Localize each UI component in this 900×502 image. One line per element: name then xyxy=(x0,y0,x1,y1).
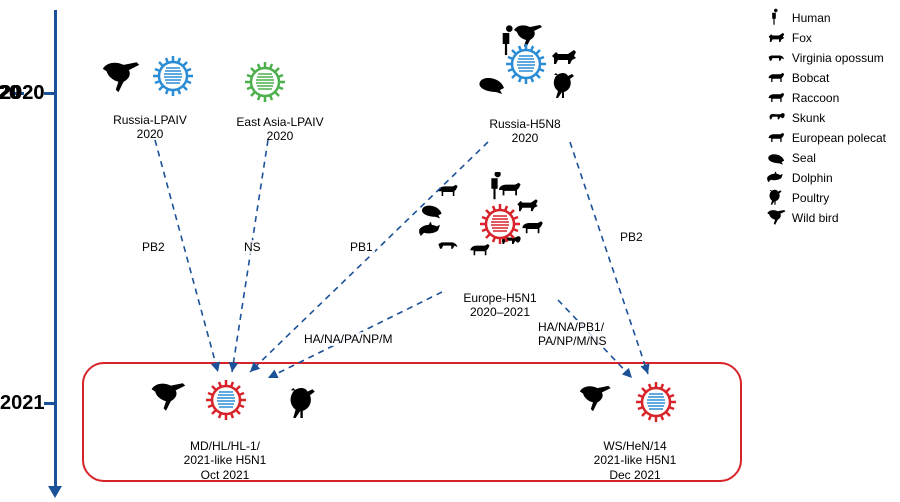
legend-label: Fox xyxy=(792,31,812,45)
legend-row-wildbird: Wild bird xyxy=(764,208,886,228)
node-label: MD/HL/HL-1/ 2021-like H5N1 Oct 2021 xyxy=(130,439,320,482)
dolphin-icon xyxy=(764,169,792,187)
eastasia-graphic xyxy=(225,58,335,106)
legend-label: European polecat xyxy=(792,131,886,145)
seal-icon xyxy=(764,149,792,167)
bobcat-icon xyxy=(764,69,792,87)
europe-h5n1-graphic xyxy=(400,172,600,282)
edge-label-ns: NS xyxy=(242,240,263,254)
label-line: Europe-H5N1 xyxy=(400,291,600,305)
legend-label: Bobcat xyxy=(792,71,829,85)
year-2021: 2021 xyxy=(0,392,45,415)
legend-row-skunk: Skunk xyxy=(764,108,886,128)
legend-label: Skunk xyxy=(792,111,825,125)
legend-row-opossum: Virginia opossum xyxy=(764,48,886,68)
legend: Human Fox Virginia opossum Bobcat Raccoo… xyxy=(764,8,886,228)
label-line: Dec 2021 xyxy=(560,468,710,482)
label-line: Russia-H5N8 xyxy=(440,117,610,131)
legend-label: Human xyxy=(792,11,831,25)
label-line: East Asia-LPAIV xyxy=(225,115,335,129)
poultry-icon xyxy=(764,188,792,208)
skunk-icon xyxy=(764,109,792,127)
edge-label-hana-right-l2: PA/NP/M/NS xyxy=(536,334,608,348)
node-label: East Asia-LPAIV 2020 xyxy=(225,115,335,144)
label-line: WS/HeN/14 xyxy=(560,439,710,453)
label-line: 2020 xyxy=(95,127,205,141)
edge-label-pb2-right: PB2 xyxy=(618,230,645,244)
timeline-axis xyxy=(54,10,57,490)
opossum-icon xyxy=(764,49,792,67)
legend-row-poultry: Poultry xyxy=(764,188,886,208)
raccoon-icon xyxy=(764,89,792,107)
legend-row-bobcat: Bobcat xyxy=(764,68,886,88)
edge-label-pb1: PB1 xyxy=(348,240,375,254)
node-label: WS/HeN/14 2021-like H5N1 Dec 2021 xyxy=(560,439,710,482)
node-europe-h5n1: Europe-H5N1 2020–2021 xyxy=(400,172,600,320)
node-md-hl: MD/HL/HL-1/ 2021-like H5N1 Oct 2021 xyxy=(130,370,320,482)
label-line: Oct 2021 xyxy=(130,468,320,482)
legend-row-seal: Seal xyxy=(764,148,886,168)
legend-row-raccoon: Raccoon xyxy=(764,88,886,108)
edge-ns xyxy=(232,140,268,372)
node-label: Russia-LPAIV 2020 xyxy=(95,113,205,142)
node-eastasia-lpaiv: East Asia-LPAIV 2020 xyxy=(225,58,335,144)
year-2020: 2020 xyxy=(0,82,45,105)
label-line: 2020–2021 xyxy=(400,305,600,319)
edge-label-pb2-left: PB2 xyxy=(140,240,167,254)
node-label: Russia-H5N8 2020 xyxy=(440,117,610,146)
legend-row-dolphin: Dolphin xyxy=(764,168,886,188)
fox-icon xyxy=(764,29,792,47)
md-hl-graphic xyxy=(130,370,320,430)
legend-label: Seal xyxy=(792,151,816,165)
tick-2021 xyxy=(44,402,54,405)
label-line: 2021-like H5N1 xyxy=(560,453,710,467)
label-line: Russia-LPAIV xyxy=(95,113,205,127)
legend-row-fox: Fox xyxy=(764,28,886,48)
tick-2020 xyxy=(44,92,54,95)
edge-label-hana-right-l1: HA/NA/PB1/ xyxy=(536,320,606,334)
legend-row-polecat: European polecat xyxy=(764,128,886,148)
ws-hen-graphic xyxy=(560,376,710,430)
polecat-icon xyxy=(764,129,792,147)
legend-label: Virginia opossum xyxy=(792,51,884,65)
node-russia-h5n8: Russia-H5N8 2020 xyxy=(440,22,610,146)
label-line: MD/HL/HL-1/ xyxy=(130,439,320,453)
legend-label: Poultry xyxy=(792,191,829,205)
human-icon xyxy=(764,8,792,28)
wildbird-icon xyxy=(764,208,792,228)
timeline-arrow-icon xyxy=(48,486,62,498)
legend-label: Raccoon xyxy=(792,91,839,105)
edge-pb2-left xyxy=(155,140,218,372)
legend-label: Dolphin xyxy=(792,171,833,185)
legend-row-human: Human xyxy=(764,8,886,28)
node-label: Europe-H5N1 2020–2021 xyxy=(400,291,600,320)
edge-label-hana-left: HA/NA/PA/NP/M xyxy=(302,332,394,346)
node-ws-hen: WS/HeN/14 2021-like H5N1 Dec 2021 xyxy=(560,376,710,482)
legend-label: Wild bird xyxy=(792,211,839,225)
node-russia-lpaiv: Russia-LPAIV 2020 xyxy=(95,48,205,142)
label-line: 2021-like H5N1 xyxy=(130,453,320,467)
label-line: 2020 xyxy=(225,129,335,143)
label-line: 2020 xyxy=(440,131,610,145)
russia-h5n8-graphic xyxy=(440,22,610,108)
russia-lpaiv-graphic xyxy=(95,48,205,104)
